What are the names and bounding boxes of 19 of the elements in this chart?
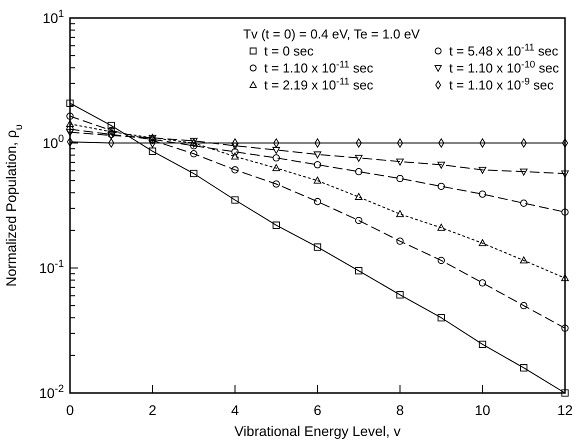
y-tick-label: 10$^{-2}$: [39, 382, 64, 401]
y-tick-label: 10$^{0}$: [42, 132, 64, 151]
x-tick-label: 8: [396, 402, 404, 418]
legend-label: t = 5.48 x 10$^{-11}$ sec: [449, 42, 559, 59]
x-tick-label: 12: [557, 402, 573, 418]
legend-label: t = 1.10 x 10$^{-11}$ sec: [264, 59, 374, 76]
x-tick-label: 10: [474, 402, 490, 418]
legend-label: t = 2.19 x 10$^{-11}$ sec: [264, 76, 374, 93]
legend-title: Tv (t = 0) = 0.4 eV, Te = 1.0 eV: [243, 26, 420, 42]
x-tick-label: 2: [148, 402, 157, 418]
legend-label: t = 0 sec: [264, 44, 314, 59]
x-axis-title: Vibrational Energy Level, v: [234, 423, 401, 439]
y-tick-label: 10$^{1}$: [42, 8, 64, 26]
legend-label: t = 1.10 x 10$^{-9}$ sec: [449, 76, 554, 93]
y-tick-label: 10$^{-1}$: [39, 258, 64, 276]
x-tick-label: 4: [231, 402, 240, 418]
legend-label: t = 1.10 x 10$^{-10}$ sec: [449, 59, 560, 76]
x-tick-label: 6: [314, 402, 322, 418]
x-tick-label: 0: [66, 402, 74, 418]
